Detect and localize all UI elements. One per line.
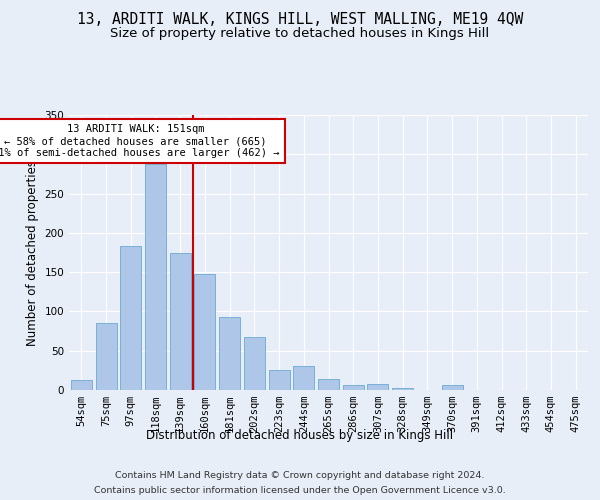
Text: Contains HM Land Registry data © Crown copyright and database right 2024.: Contains HM Land Registry data © Crown c… bbox=[115, 471, 485, 480]
Bar bbox=[367, 384, 388, 390]
Bar bbox=[269, 370, 290, 390]
Bar bbox=[120, 246, 141, 390]
Text: 13 ARDITI WALK: 151sqm
← 58% of detached houses are smaller (665)
41% of semi-de: 13 ARDITI WALK: 151sqm ← 58% of detached… bbox=[0, 124, 280, 158]
Bar bbox=[194, 274, 215, 390]
Bar bbox=[244, 336, 265, 390]
Bar bbox=[170, 254, 191, 390]
Bar bbox=[442, 386, 463, 390]
Bar bbox=[392, 388, 413, 390]
Bar bbox=[318, 379, 339, 390]
Bar bbox=[145, 164, 166, 390]
Bar bbox=[219, 317, 240, 390]
Text: Size of property relative to detached houses in Kings Hill: Size of property relative to detached ho… bbox=[110, 28, 490, 40]
Text: Distribution of detached houses by size in Kings Hill: Distribution of detached houses by size … bbox=[146, 430, 454, 442]
Text: 13, ARDITI WALK, KINGS HILL, WEST MALLING, ME19 4QW: 13, ARDITI WALK, KINGS HILL, WEST MALLIN… bbox=[77, 12, 523, 28]
Bar bbox=[95, 323, 116, 390]
Bar bbox=[343, 384, 364, 390]
Y-axis label: Number of detached properties: Number of detached properties bbox=[26, 160, 39, 346]
Bar bbox=[71, 380, 92, 390]
Bar bbox=[293, 366, 314, 390]
Text: Contains public sector information licensed under the Open Government Licence v3: Contains public sector information licen… bbox=[94, 486, 506, 495]
